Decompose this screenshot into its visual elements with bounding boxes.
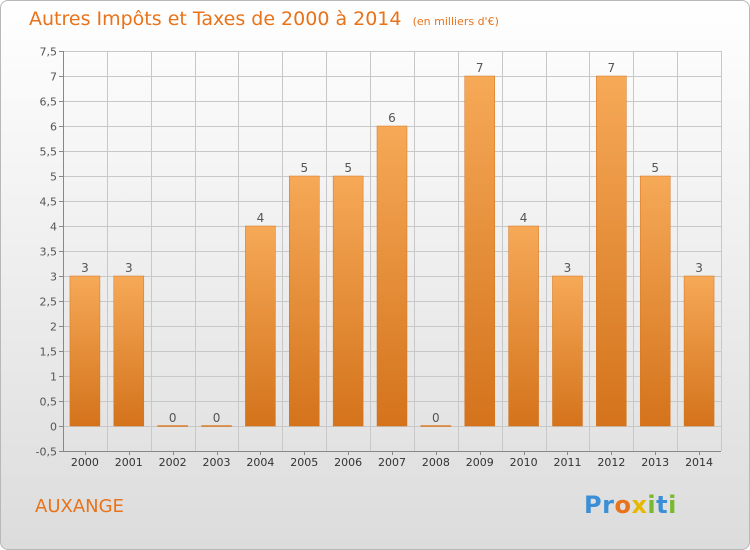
data-label: 0 [169, 411, 177, 425]
data-label: 4 [257, 211, 265, 225]
bar-2013 [639, 175, 671, 427]
y-tick-label: 7 [50, 71, 57, 84]
data-label: 5 [651, 161, 659, 175]
town-name: AUXANGE [35, 496, 124, 517]
bar-2000 [69, 275, 101, 427]
data-label: 0 [432, 411, 440, 425]
x-tick-label: 2011 [553, 456, 581, 469]
y-tick-label: 4,5 [40, 196, 58, 209]
x-tick-label: 2010 [510, 456, 538, 469]
y-tick-label: 4 [50, 221, 57, 234]
y-tick-label: 0,5 [40, 396, 58, 409]
y-tick-label: 3,5 [40, 246, 58, 259]
data-label: 3 [695, 261, 703, 275]
axes: -0,5 0 0,5 1 1,5 2 2,5 3 3,5 4 4,5 5 5,5 6 6,5 7 7,5 2000… [36, 46, 721, 469]
bar-2010 [508, 225, 539, 427]
bar-2009 [464, 75, 495, 427]
logo-letter: i [647, 491, 657, 519]
bar-2011 [552, 275, 583, 427]
y-tick-label: 5,5 [40, 146, 58, 159]
data-label: 6 [388, 111, 396, 125]
x-tick-label: 2006 [334, 456, 362, 469]
x-tick-label: 2005 [290, 456, 318, 469]
y-tick-label: 3 [50, 271, 57, 284]
data-label: 3 [564, 261, 572, 275]
x-tick-label: 2003 [203, 456, 231, 469]
y-tick-label: 5 [50, 171, 57, 184]
data-label: 3 [125, 261, 133, 275]
logo-letter: r [602, 491, 615, 519]
title-row: Autres Impôts et Taxes de 2000 à 2014 (e… [29, 8, 499, 30]
y-tick-label: -0,5 [36, 446, 57, 459]
x-tick-label: 2007 [378, 456, 406, 469]
y-tick-label: 2,5 [40, 296, 58, 309]
x-tick-label: 2001 [115, 456, 143, 469]
bar-2004 [245, 225, 276, 427]
data-label: 3 [81, 261, 89, 275]
y-tick-label: 0 [50, 421, 57, 434]
logo-letter: x [631, 491, 648, 519]
x-tick-label: 2012 [597, 456, 625, 469]
bar-2002 [157, 425, 188, 427]
bars [69, 75, 715, 427]
logo-letter: t [656, 491, 669, 519]
y-tick-label: 6 [50, 121, 57, 134]
bar-2005 [289, 175, 320, 427]
data-labels: 3 3 0 0 4 5 5 6 0 7 4 3 7 5 3 [81, 61, 703, 425]
x-tick-label: 2013 [641, 456, 669, 469]
x-tick-label: 2009 [466, 456, 494, 469]
bar-2014 [683, 275, 715, 427]
y-tick-label: 1,5 [40, 346, 58, 359]
x-tick-label: 2002 [159, 456, 187, 469]
y-tick-label: 2 [50, 321, 57, 334]
x-tick-label: 2014 [685, 456, 713, 469]
data-label: 7 [608, 61, 616, 75]
logo-letter: i [668, 491, 677, 519]
data-label: 0 [213, 411, 221, 425]
x-tick-label: 2000 [71, 456, 99, 469]
y-tick-label: 1 [50, 371, 57, 384]
bar-2007 [376, 125, 408, 427]
data-label: 5 [300, 161, 308, 175]
logo-letter: o [614, 491, 632, 519]
y-tick-label: 6,5 [40, 96, 58, 109]
x-tick-label: 2008 [422, 456, 450, 469]
bar-2008 [420, 425, 452, 427]
bar-2012 [596, 75, 627, 427]
chart-subtitle: (en milliers d'€) [412, 15, 499, 28]
bar-2006 [332, 175, 364, 427]
chart-title: Autres Impôts et Taxes de 2000 à 2014 [29, 8, 402, 30]
proxiti-logo[interactable]: Proxiti [584, 491, 677, 519]
data-label: 7 [476, 61, 484, 75]
logo-letter: P [584, 491, 603, 519]
bar-2003 [201, 425, 232, 427]
bar-2001 [113, 275, 145, 427]
data-label: 4 [520, 211, 528, 225]
x-tick-label: 2004 [246, 456, 274, 469]
data-label: 5 [344, 161, 352, 175]
y-tick-label: 7,5 [40, 46, 58, 59]
